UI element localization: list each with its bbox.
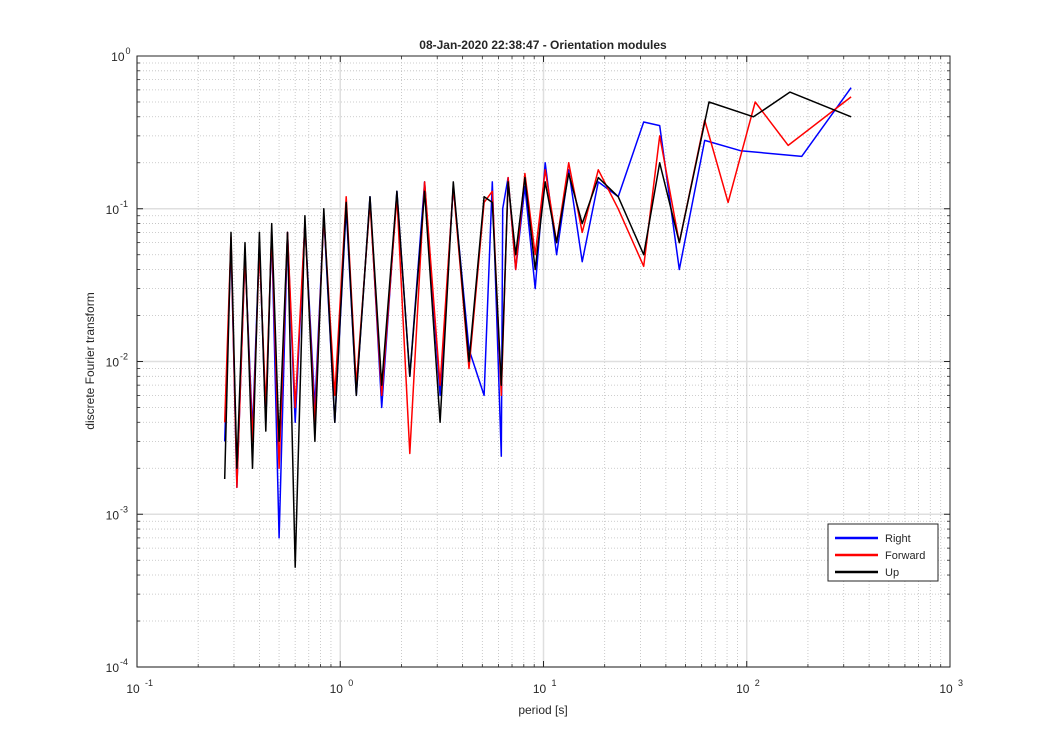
x-tick-label: 10 — [126, 682, 140, 696]
series-line-up — [223, 91, 852, 568]
x-tick-label: 10 — [939, 682, 953, 696]
legend-label-right: Right — [885, 533, 911, 545]
x-tick-exponent: 0 — [348, 678, 353, 688]
y-axis-label: discrete Fourier transform — [83, 292, 97, 429]
legend: Right Forward Up — [827, 523, 939, 582]
ticks — [136, 55, 951, 668]
x-tick-exponent: -1 — [145, 678, 153, 688]
legend-label-forward: Forward — [885, 550, 925, 562]
y-tick-exponent: -3 — [120, 504, 128, 514]
x-tick-exponent: 2 — [755, 678, 760, 688]
x-axis-label: period [s] — [518, 703, 567, 717]
x-tick-label: 10 — [736, 682, 750, 696]
y-tick-label: 10 — [111, 50, 125, 64]
x-tick-exponent: 1 — [552, 678, 557, 688]
y-tick-label: 10 — [106, 356, 120, 370]
legend-label-up: Up — [885, 567, 899, 579]
y-tick-exponent: 0 — [126, 46, 131, 56]
y-tick-label: 10 — [106, 661, 120, 675]
y-tick-label: 10 — [106, 203, 120, 217]
tick-labels: 10 -1 10 0 10 1 10 2 10 310 -410 -310 -210 -110 0 — [106, 46, 963, 696]
y-tick-exponent: -2 — [120, 352, 128, 362]
x-tick-label: 10 — [533, 682, 547, 696]
y-tick-exponent: -1 — [120, 199, 128, 209]
plot-series — [223, 87, 852, 568]
y-tick-label: 10 — [106, 508, 120, 522]
y-tick-exponent: -4 — [120, 657, 128, 667]
x-tick-exponent: 3 — [958, 678, 963, 688]
chart-title: 08-Jan-2020 22:38:47 - Orientation modul… — [419, 38, 667, 52]
x-tick-label: 10 — [330, 682, 344, 696]
